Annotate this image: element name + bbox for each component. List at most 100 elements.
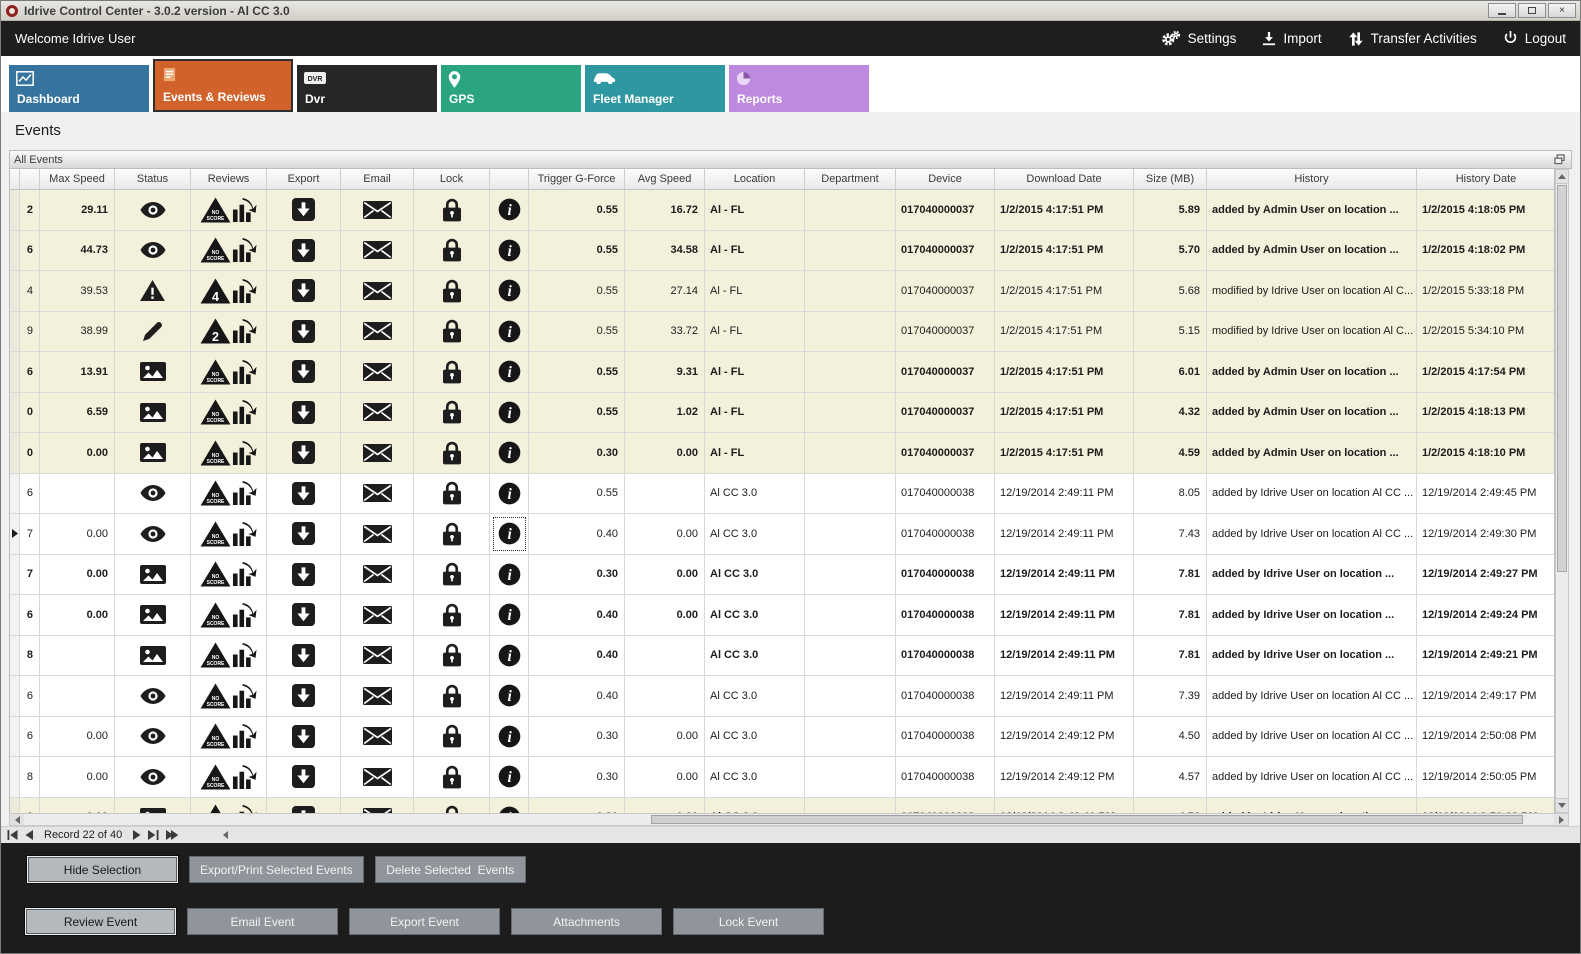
image-icon[interactable]	[139, 645, 166, 665]
col-header-max-speed[interactable]: Max Speed	[40, 169, 115, 189]
lock-icon[interactable]	[442, 603, 461, 627]
tab-dashboard[interactable]: Dashboard	[9, 65, 149, 112]
cell-lock[interactable]	[414, 311, 490, 351]
email-icon[interactable]	[362, 443, 392, 462]
event-row[interactable]: 6 13.91 NO SCORE i 0.55 9.31 Al - FL 01704000003…	[10, 352, 1554, 393]
cell-status[interactable]	[115, 595, 191, 635]
image-icon[interactable]	[139, 443, 166, 463]
cell-email[interactable]	[341, 352, 414, 392]
export-icon[interactable]	[292, 400, 315, 424]
delete-selected-events-button[interactable]: Delete Selected Events	[374, 856, 526, 883]
eye-icon[interactable]	[140, 687, 166, 704]
cell-export[interactable]	[267, 473, 341, 513]
cell-info[interactable]: i	[490, 392, 529, 432]
cell-export[interactable]	[267, 595, 341, 635]
minimize-button[interactable]	[1488, 3, 1516, 18]
info-icon[interactable]: i	[498, 320, 521, 343]
event-row[interactable]: 6 NO SCORE i 0.40 Al CC 3.0 017040000038 12/19/…	[10, 676, 1554, 717]
tab-reports[interactable]: Reports	[729, 65, 869, 112]
cell-export[interactable]	[267, 635, 341, 675]
info-icon[interactable]: i	[498, 765, 521, 788]
review-chart-icon[interactable]	[232, 237, 257, 263]
cell-status[interactable]	[115, 797, 191, 813]
tab-events-reviews[interactable]: Events & Reviews	[153, 59, 293, 112]
cell-email[interactable]	[341, 514, 414, 554]
cell-lock[interactable]	[414, 676, 490, 716]
cell-reviews[interactable]: 2	[191, 311, 267, 351]
cell-email[interactable]	[341, 473, 414, 513]
info-icon[interactable]: i	[498, 239, 521, 262]
export-event-button[interactable]: Export Event	[349, 908, 500, 935]
email-icon[interactable]	[362, 484, 392, 503]
cell-status[interactable]	[115, 392, 191, 432]
col-header-download-date[interactable]: Download Date	[995, 169, 1134, 189]
export-icon[interactable]	[292, 684, 315, 708]
scroll-up-button[interactable]	[1556, 170, 1568, 184]
lock-icon[interactable]	[442, 522, 461, 546]
lock-icon[interactable]	[442, 198, 461, 222]
attachments-button[interactable]: Attachments	[511, 908, 662, 935]
export-icon[interactable]	[292, 481, 315, 505]
cell-status[interactable]	[115, 271, 191, 311]
info-icon[interactable]: i	[498, 198, 521, 221]
review-score-icon[interactable]: 4	[200, 278, 231, 304]
eye-icon[interactable]	[140, 201, 166, 218]
lock-icon[interactable]	[442, 400, 461, 424]
review-chart-icon[interactable]	[232, 804, 257, 813]
pencil-icon[interactable]	[143, 321, 162, 341]
email-icon[interactable]	[362, 200, 392, 219]
export-icon[interactable]	[292, 522, 315, 546]
info-icon[interactable]: i	[498, 563, 521, 586]
maximize-button[interactable]	[1518, 3, 1546, 18]
cell-email[interactable]	[341, 635, 414, 675]
review-score-icon[interactable]: 2	[200, 318, 231, 344]
cell-lock[interactable]	[414, 514, 490, 554]
horizontal-scroll-track[interactable]	[24, 814, 1554, 825]
review-chart-icon[interactable]	[232, 399, 257, 425]
lock-icon[interactable]	[442, 279, 461, 303]
cell-status[interactable]	[115, 190, 191, 230]
review-chart-icon[interactable]	[232, 440, 257, 466]
review-chart-icon[interactable]	[232, 561, 257, 587]
cell-info[interactable]: i	[490, 554, 529, 594]
cell-email[interactable]	[341, 392, 414, 432]
export-print-selected-events-button[interactable]: Export/Print Selected Events	[189, 856, 364, 883]
cell-export[interactable]	[267, 311, 341, 351]
cell-lock[interactable]	[414, 797, 490, 813]
col-header-department[interactable]: Department	[805, 169, 896, 189]
cell-export[interactable]	[267, 190, 341, 230]
eye-icon[interactable]	[140, 728, 166, 745]
email-icon[interactable]	[362, 241, 392, 260]
col-header-export[interactable]: Export	[267, 169, 341, 189]
email-icon[interactable]	[362, 322, 392, 341]
email-icon[interactable]	[362, 281, 392, 300]
col-header-avg-speed[interactable]: Avg Speed	[625, 169, 705, 189]
image-icon[interactable]	[139, 362, 166, 382]
cell-export[interactable]	[267, 554, 341, 594]
cell-status[interactable]	[115, 635, 191, 675]
info-icon[interactable]: i	[498, 644, 521, 667]
cell-export[interactable]	[267, 716, 341, 756]
event-row[interactable]: 7 0.00 NO SCORE i 0.30 0.00 Al CC 3.0 0170400000…	[10, 554, 1554, 595]
cell-export[interactable]	[267, 514, 341, 554]
col-header-location[interactable]: Location	[705, 169, 805, 189]
email-icon[interactable]	[362, 767, 392, 786]
previous-record-button[interactable]	[25, 830, 33, 840]
event-row[interactable]: 6 0.00 NO SCORE i 0.40 0.00 Al CC 3.0 0170400000…	[10, 595, 1554, 636]
cell-email[interactable]	[341, 311, 414, 351]
event-row[interactable]: 6 NO SCORE i 0.55 Al CC 3.0 017040000038 12/19/…	[10, 473, 1554, 514]
col-header-blank[interactable]	[10, 169, 20, 189]
lock-icon[interactable]	[442, 684, 461, 708]
lock-icon[interactable]	[442, 481, 461, 505]
cell-lock[interactable]	[414, 716, 490, 756]
